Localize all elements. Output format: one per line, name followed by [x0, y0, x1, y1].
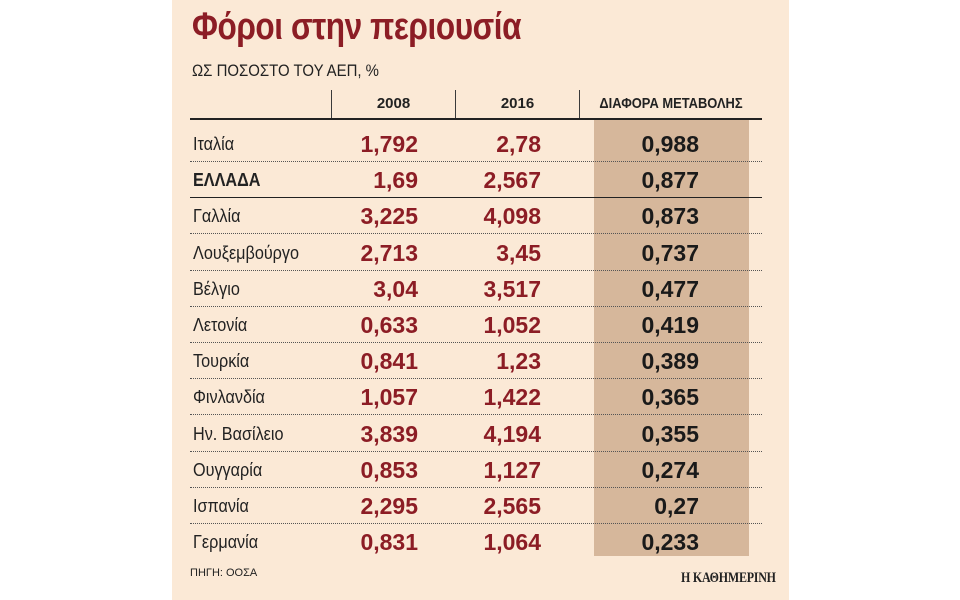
value-2008: 3,225 — [360, 203, 418, 230]
row-divider — [190, 342, 762, 343]
country-label: Λουξεμβούργο — [193, 242, 300, 263]
value-difference: 0,389 — [641, 348, 699, 375]
row-divider — [190, 161, 762, 162]
source-note: ΠΗΓΗ: ΟΟΣΑ — [190, 567, 258, 579]
country-label: Βέλγιο — [193, 278, 240, 299]
value-difference: 0,233 — [641, 529, 699, 556]
value-2008: 2,713 — [360, 239, 418, 266]
value-difference: 0,737 — [641, 239, 699, 266]
value-2016: 1,064 — [483, 529, 541, 556]
table-row: Λετονία 0,633 1,052 0,419 — [190, 307, 762, 343]
value-difference: 0,988 — [641, 131, 699, 157]
value-2016: 1,23 — [496, 348, 541, 375]
value-2008: 3,04 — [373, 275, 418, 302]
table-row: Βέλγιο 3,04 3,517 0,477 — [190, 271, 762, 307]
table-row: Γαλλία 3,225 4,098 0,873 — [190, 198, 762, 235]
country-label: Ην. Βασίλειο — [193, 423, 284, 444]
value-2016: 1,422 — [483, 384, 541, 411]
header-divider — [331, 90, 332, 120]
table-row: ΕΛΛΑΔΑ 1,69 2,567 0,877 — [190, 162, 762, 199]
table-row: Φινλανδία 1,057 1,422 0,365 — [190, 379, 762, 416]
column-header-2008: 2008 — [376, 95, 411, 112]
table-row: Ουγγαρία 0,853 1,127 0,274 — [190, 452, 762, 488]
country-label: Ιταλία — [193, 134, 235, 154]
table-row: Ιταλία 1,792 2,78 0,988 — [190, 126, 762, 162]
value-2008: 2,295 — [360, 493, 418, 519]
value-difference: 0,274 — [641, 456, 699, 483]
row-divider — [190, 378, 762, 380]
header-divider — [579, 90, 580, 120]
value-2016: 1,127 — [483, 456, 541, 483]
value-difference: 0,27 — [654, 493, 699, 519]
value-difference: 0,877 — [641, 167, 699, 194]
column-header-difference: ΔΙΑΦΟΡΑ ΜΕΤΑΒΟΛΗΣ — [599, 95, 743, 112]
value-difference: 0,355 — [641, 420, 699, 447]
country-label: Ισπανία — [193, 496, 249, 516]
row-divider — [190, 233, 762, 235]
value-2016: 3,45 — [496, 239, 541, 266]
row-divider — [190, 486, 762, 488]
value-difference: 0,419 — [641, 312, 699, 338]
table-row: Ην. Βασίλειο 3,839 4,194 0,355 — [190, 416, 762, 452]
difference-column-highlight — [594, 119, 749, 556]
country-label: ΕΛΛΑΔΑ — [193, 170, 261, 191]
value-2008: 0,841 — [360, 348, 418, 375]
chart-title: Φόροι στην περιουσία — [192, 6, 522, 48]
table-row: Γερμανία 0,831 1,064 0,233 — [190, 524, 762, 560]
value-2008: 1,792 — [360, 131, 418, 157]
value-2016: 2,78 — [496, 131, 541, 157]
header-divider — [455, 90, 456, 120]
value-2016: 2,565 — [483, 493, 541, 519]
value-2016: 2,567 — [483, 167, 541, 194]
row-divider — [190, 197, 762, 199]
value-2016: 3,517 — [483, 275, 541, 302]
column-header-2016: 2016 — [500, 95, 535, 112]
table-row: Ισπανία 2,295 2,565 0,27 — [190, 488, 762, 524]
table-row: Λουξεμβούργο 2,713 3,45 0,737 — [190, 235, 762, 271]
chart-subtitle: ΩΣ ΠΟΣΟΣΤΟ ΤΟΥ ΑΕΠ, % — [192, 61, 379, 80]
publisher-logo: Η ΚΑΘΗΜΕΡΙΝΗ — [681, 570, 776, 586]
row-divider — [190, 305, 762, 307]
value-2008: 0,853 — [360, 456, 418, 483]
country-label: Φινλανδία — [193, 387, 265, 408]
header-rule — [190, 118, 762, 120]
value-2016: 4,194 — [483, 420, 541, 447]
value-2008: 1,69 — [373, 167, 418, 194]
country-label: Γαλλία — [193, 206, 241, 227]
value-2016: 4,098 — [483, 203, 541, 230]
value-2008: 3,839 — [360, 420, 418, 447]
value-2016: 1,052 — [483, 312, 541, 338]
country-label: Γερμανία — [193, 532, 259, 553]
value-difference: 0,477 — [641, 275, 699, 302]
country-label: Τουρκία — [193, 351, 250, 372]
value-2008: 0,633 — [360, 312, 418, 338]
row-divider — [190, 523, 762, 524]
row-divider — [190, 269, 762, 271]
table-row: Τουρκία 0,841 1,23 0,389 — [190, 343, 762, 380]
value-2008: 0,831 — [360, 529, 418, 556]
row-divider — [190, 414, 762, 416]
country-label: Λετονία — [193, 315, 248, 335]
country-label: Ουγγαρία — [193, 459, 263, 480]
value-difference: 0,873 — [641, 203, 699, 230]
value-difference: 0,365 — [641, 384, 699, 411]
row-divider — [190, 450, 762, 452]
value-2008: 1,057 — [360, 384, 418, 411]
